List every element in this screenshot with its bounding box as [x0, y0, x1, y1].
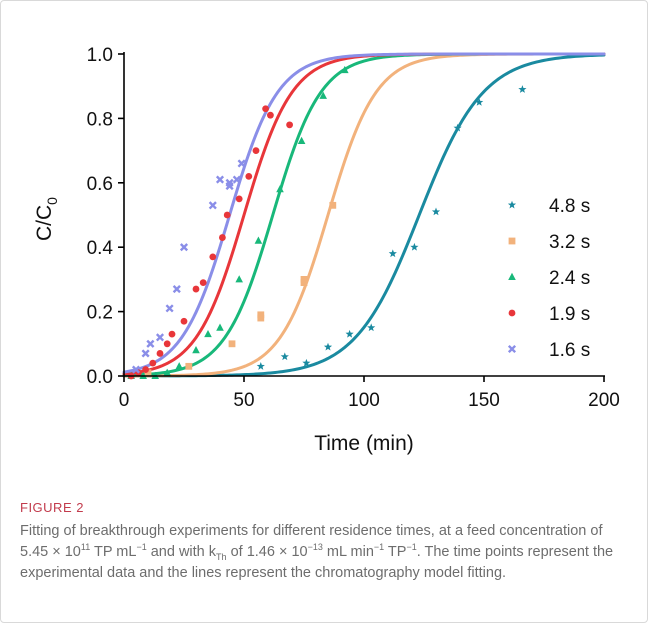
data-point-3-5	[163, 340, 171, 348]
data-point-0-9	[453, 123, 462, 132]
legend-label-3: 1.9 s	[549, 304, 590, 325]
data-point-3-4	[156, 350, 164, 357]
data-point-4-8	[215, 175, 225, 184]
legend-marker-3	[508, 309, 516, 317]
data-point-2-9	[254, 236, 263, 244]
data-point-3-10	[209, 253, 217, 261]
data-point-4-7	[208, 201, 217, 210]
data-point-0-4	[345, 329, 354, 338]
legend-marker-0	[507, 200, 517, 209]
data-point-2-11	[297, 136, 306, 144]
data-point-4-10	[232, 175, 241, 184]
data-point-4-12	[225, 178, 234, 187]
data-point-0-1	[280, 352, 289, 361]
legend-marker-2	[508, 272, 516, 280]
y-tick-label-3: 0.6	[87, 174, 113, 195]
data-point-2-6	[204, 329, 212, 338]
x-tick-label-1: 50	[233, 390, 254, 411]
data-point-2-7	[216, 323, 224, 331]
legend-label-0: 4.8 s	[549, 196, 590, 217]
y-tick-label-2: 0.4	[87, 238, 114, 259]
data-point-1-6	[300, 279, 308, 287]
data-point-1-1	[185, 362, 193, 370]
x-tick-label-3: 150	[468, 390, 500, 411]
data-point-3-9	[199, 279, 207, 287]
data-point-1-4	[257, 314, 265, 322]
data-point-2-8	[235, 275, 243, 283]
data-point-0-10	[475, 98, 484, 106]
data-point-3-8	[192, 285, 200, 293]
plot-area	[122, 52, 606, 380]
data-point-3-12	[235, 195, 243, 203]
fit-line-0	[122, 53, 606, 378]
legend-label-2: 2.4 s	[549, 268, 590, 289]
data-point-0-8	[431, 207, 441, 216]
data-point-3-13	[245, 172, 253, 180]
data-point-0-11	[518, 85, 527, 93]
data-point-2-13	[341, 65, 349, 74]
data-point-2-10	[276, 185, 284, 193]
data-point-2-3	[163, 368, 171, 376]
data-point-4-1	[141, 349, 150, 358]
x-tick-label-0: 0	[119, 390, 130, 411]
y-tick-label-1: 0.2	[87, 303, 113, 324]
y-tick-label-4: 0.8	[87, 109, 113, 130]
figure-label: FIGURE 2	[20, 500, 84, 515]
legend-marker-1	[508, 237, 516, 245]
data-point-4-0	[131, 365, 141, 374]
legend-label-1: 3.2 s	[549, 232, 590, 253]
data-point-3-7	[180, 317, 188, 325]
data-point-0-3	[323, 342, 333, 351]
data-point-1-0	[144, 369, 152, 377]
data-point-4-11	[237, 159, 246, 168]
y-axis-label: C/C0	[33, 197, 60, 241]
breakthrough-chart: 0 50 100 150 200 0.0 0.2 0.4 0.6 0.8 1.0 Time (min)…	[33, 45, 620, 455]
data-point-4-2	[146, 339, 155, 348]
data-point-2-12	[319, 91, 327, 99]
data-point-3-2	[142, 366, 150, 373]
x-axis-label: Time (min)	[314, 432, 414, 455]
data-point-1-7	[329, 201, 337, 209]
data-point-0-7	[410, 242, 419, 251]
axes: 0 50 100 150 200 0.0 0.2 0.4 0.6 0.8 1.0 Time (min)…	[33, 45, 620, 455]
fit-line-4	[122, 52, 606, 374]
data-point-3-18	[223, 211, 231, 219]
y-tick-label-5: 1.0	[87, 45, 113, 66]
y-axis-label-subscript: 0	[44, 197, 60, 205]
figure-caption: Fitting of breakthrough experiments for …	[20, 523, 614, 581]
data-point-4-3	[155, 333, 165, 342]
data-point-3-14	[252, 147, 260, 155]
data-point-3-15	[267, 111, 274, 119]
data-point-3-17	[262, 105, 269, 113]
legend-label-4: 1.6 s	[549, 340, 590, 361]
data-point-4-4	[165, 304, 174, 313]
data-point-2-4	[175, 362, 183, 370]
data-point-0-5	[367, 323, 376, 332]
data-point-0-2	[302, 358, 311, 367]
data-point-4-5	[172, 285, 181, 294]
legend-marker-4	[507, 344, 517, 354]
x-tick-label-2: 100	[348, 390, 380, 411]
data-point-3-6	[168, 330, 176, 338]
data-point-0-6	[388, 249, 397, 258]
legend: 4.8 s 3.2 s 2.4 s 1.9 s 1.6 s	[507, 196, 590, 361]
data-point-3-3	[149, 359, 157, 367]
data-point-1-2	[228, 340, 236, 348]
data-point-0-0	[256, 362, 265, 370]
y-tick-label-0: 0.0	[87, 367, 113, 388]
data-point-2-5	[192, 346, 200, 354]
x-tick-label-4: 200	[588, 390, 620, 411]
data-point-4-6	[179, 243, 189, 252]
data-point-3-16	[286, 121, 293, 129]
data-point-3-11	[219, 234, 226, 241]
